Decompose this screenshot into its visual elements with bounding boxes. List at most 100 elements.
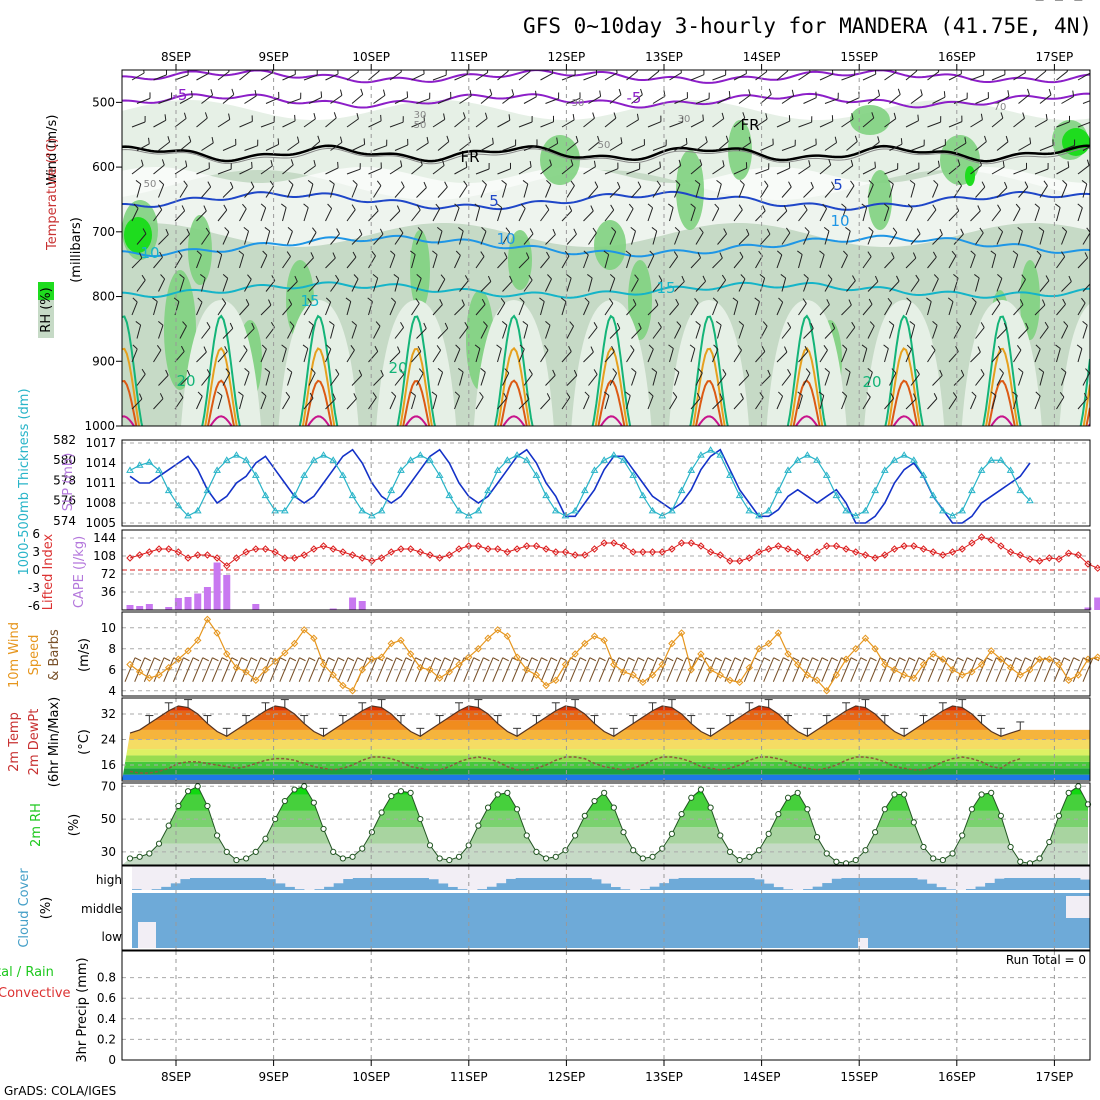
wind-speed-point [639, 678, 647, 687]
panel-borders [121, 64, 1091, 1066]
wind-speed-point [213, 629, 221, 637]
surface-wind-barb [840, 657, 852, 682]
wind-barb-flag [436, 227, 443, 232]
wind-barb-flag [888, 321, 895, 326]
cloud-high-gap [381, 866, 392, 878]
surface-wind-barb-flag [367, 657, 374, 662]
wind-barb [244, 145, 258, 151]
cloud-high-gap [591, 866, 602, 880]
wind-barb-flag [492, 137, 494, 144]
wind-barb [454, 207, 460, 222]
rh-series [126, 783, 1092, 867]
wind-barb [996, 187, 1008, 198]
surface-wind-barb [492, 657, 504, 682]
cloud-high-gap [457, 866, 468, 890]
wind-barb-flag [302, 344, 309, 349]
wind-speed-point [600, 636, 608, 645]
thickness-point [280, 506, 289, 514]
wind-barb [910, 233, 921, 245]
cloud-high-gap [314, 866, 325, 890]
lifted-point [639, 548, 647, 556]
surface-wind-barb [763, 657, 775, 682]
wind-barb-flag [1038, 227, 1045, 232]
wind-axis-label-3: & Barbs [47, 629, 62, 681]
wind-barb-flag [556, 137, 559, 144]
lifted-point [668, 545, 676, 553]
wind-barb [996, 372, 1004, 386]
wind-barb [497, 119, 511, 128]
wind-barb [1077, 302, 1086, 316]
wind-barb-flag [939, 228, 943, 235]
wind-speed-point [745, 663, 754, 672]
thickness-point [503, 456, 512, 463]
wind-barb [927, 398, 938, 410]
wind-barb-flag [487, 275, 492, 282]
wind-barb [884, 257, 895, 269]
wind-barb-flag [500, 297, 506, 304]
wind-barb [1077, 207, 1083, 222]
surface-wind-barb [879, 657, 891, 682]
cloud-axis-label: Cloud Cover [17, 868, 32, 948]
rh-point [126, 855, 134, 862]
surface-wind-barb-flag [444, 657, 451, 662]
wind-barb [647, 255, 655, 269]
panel-border [121, 782, 1091, 866]
precip-legend-rain: tal / Rain [0, 965, 54, 980]
surface-wind-barb [211, 657, 223, 682]
wind-barb [389, 351, 401, 363]
surface-wind-barb-flag [396, 657, 403, 662]
wind-label: Wind (m/s) [45, 115, 60, 186]
wind-barb [222, 231, 230, 245]
isotherm-label: 10 [830, 212, 849, 230]
rh-point [146, 850, 153, 857]
wind-barb-flag [313, 112, 316, 120]
wind-barb [932, 325, 938, 339]
wind-barb [454, 117, 466, 128]
wind-barb-flag [203, 205, 207, 212]
isotherm-label: 15 [656, 279, 675, 297]
lifted-point [300, 551, 308, 559]
wind-barb [475, 256, 485, 269]
thickness-point [435, 471, 444, 478]
wind-speed-point [919, 660, 928, 669]
rh-point [949, 850, 956, 857]
rh-point [233, 856, 240, 864]
wind-barb-flag [932, 321, 938, 326]
wind-barb [588, 96, 601, 104]
wind-barb [733, 167, 747, 175]
wind-barb-flag [638, 322, 642, 329]
surface-wind-barb [1043, 657, 1055, 682]
rh-point [562, 847, 569, 854]
wind-barb-flag [761, 345, 766, 352]
wind-barb-flag [308, 321, 314, 326]
cloud-high-gap [371, 866, 382, 878]
wind-barb-flag [655, 299, 659, 306]
wind-speed-point [755, 645, 763, 653]
wind-barb [867, 281, 879, 292]
cloud-high-gap [390, 866, 401, 878]
wind-barb-flag [572, 113, 575, 121]
wind-barb [760, 94, 772, 104]
thickness-point [522, 456, 531, 463]
wind-barb-flag [893, 112, 897, 119]
wind-barb-flag [164, 114, 167, 121]
wind-barb [282, 164, 294, 175]
thickness-point [174, 501, 183, 509]
thickness-point [271, 506, 280, 514]
surface-wind-barb-flag [405, 657, 413, 662]
isotherm-30 [122, 379, 1090, 426]
wind-barb-flag [939, 369, 943, 376]
rh-point [572, 832, 579, 839]
wind-barb-flag [436, 345, 441, 351]
lifted-point [1055, 555, 1063, 563]
lifted-point [281, 554, 289, 562]
wind-barb [136, 97, 151, 104]
wind-barb-flag [990, 391, 997, 396]
surface-wind-barb-flag [725, 657, 732, 662]
wind-barb-flag [289, 321, 295, 327]
cloud-high-gap [438, 866, 449, 884]
wind-barb [1082, 325, 1088, 339]
rh-point [301, 783, 308, 790]
wind-speed-point [793, 660, 802, 669]
lifted-point [426, 551, 434, 559]
